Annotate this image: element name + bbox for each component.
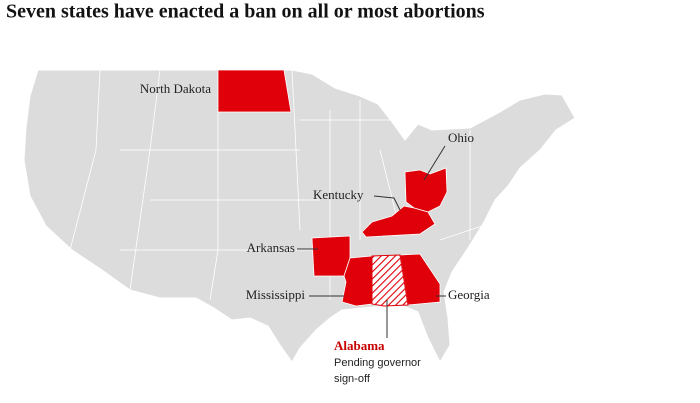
kentucky (361, 205, 436, 238)
state-borders (69, 69, 501, 301)
pending-note: Pending governor (334, 357, 421, 369)
pending-note: sign-off (334, 373, 371, 385)
pending-label: Alabama (334, 338, 385, 353)
state-label: Arkansas (247, 240, 295, 255)
state-label: North Dakota (140, 81, 211, 96)
state-label: Georgia (448, 287, 490, 302)
state-label: Kentucky (313, 187, 364, 202)
ohio (404, 167, 448, 213)
state-label: Ohio (448, 130, 474, 145)
state-label: Mississippi (246, 287, 306, 302)
alabama (371, 254, 409, 307)
arkansas (311, 235, 351, 277)
north-dakota (217, 69, 292, 113)
leaders (297, 145, 446, 338)
title: Seven states have enacted a ban on all o… (6, 1, 485, 23)
banned-states (217, 69, 448, 307)
